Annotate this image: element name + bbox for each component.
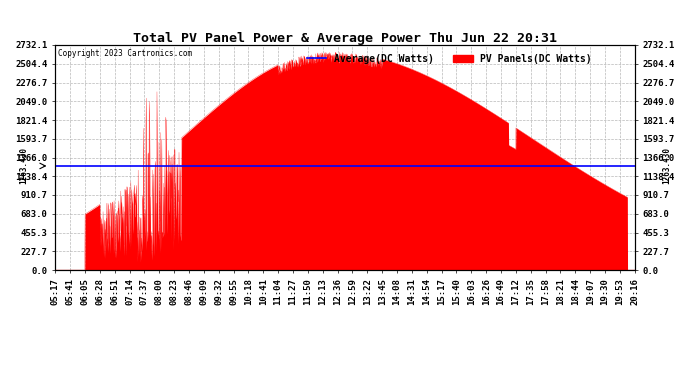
Legend: Average(DC Watts), PV Panels(DC Watts): Average(DC Watts), PV Panels(DC Watts)	[303, 50, 596, 68]
Text: 1263.430: 1263.430	[19, 147, 28, 184]
Title: Total PV Panel Power & Average Power Thu Jun 22 20:31: Total PV Panel Power & Average Power Thu…	[133, 32, 557, 45]
Text: Copyright 2023 Cartronics.com: Copyright 2023 Cartronics.com	[58, 50, 193, 58]
Text: 1263.430: 1263.430	[662, 147, 671, 184]
